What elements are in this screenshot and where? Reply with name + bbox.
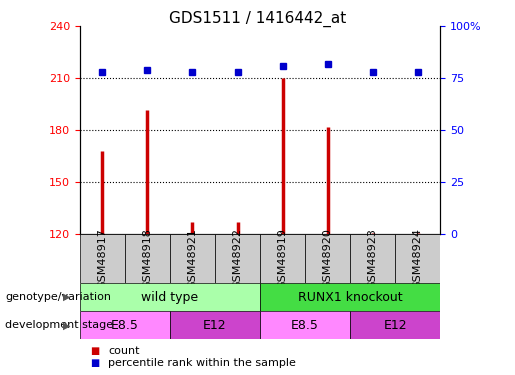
Bar [170, 234, 215, 283]
Bar [80, 311, 170, 339]
Text: GSM48921: GSM48921 [187, 228, 197, 289]
Text: GSM48917: GSM48917 [97, 228, 107, 289]
Text: genotype/variation: genotype/variation [5, 292, 111, 302]
Text: E12: E12 [384, 319, 407, 332]
Bar [80, 283, 260, 311]
Bar [125, 234, 170, 283]
Text: GDS1511 / 1416442_at: GDS1511 / 1416442_at [169, 11, 346, 27]
Bar [260, 283, 440, 311]
Bar [396, 234, 440, 283]
Text: E8.5: E8.5 [291, 319, 319, 332]
Bar [215, 234, 260, 283]
Bar [350, 234, 396, 283]
Text: E12: E12 [203, 319, 227, 332]
Text: GSM48920: GSM48920 [323, 228, 333, 289]
Bar [80, 234, 125, 283]
Text: GSM48922: GSM48922 [233, 228, 243, 289]
Text: RUNX1 knockout: RUNX1 knockout [298, 291, 403, 304]
Bar [260, 234, 305, 283]
Text: wild type: wild type [142, 291, 198, 304]
Text: ▶: ▶ [63, 320, 71, 330]
Text: GSM48924: GSM48924 [413, 228, 423, 289]
Text: E8.5: E8.5 [111, 319, 139, 332]
Bar [260, 311, 350, 339]
Text: ■: ■ [90, 345, 99, 355]
Text: development stage: development stage [5, 320, 113, 330]
Bar [170, 311, 260, 339]
Bar [350, 311, 440, 339]
Text: ■: ■ [90, 358, 99, 368]
Text: GSM48919: GSM48919 [278, 228, 287, 289]
Text: count: count [108, 345, 140, 355]
Text: GSM48918: GSM48918 [143, 228, 152, 289]
Text: percentile rank within the sample: percentile rank within the sample [108, 358, 296, 368]
Bar [305, 234, 350, 283]
Text: ▶: ▶ [63, 292, 71, 302]
Text: GSM48923: GSM48923 [368, 228, 377, 289]
